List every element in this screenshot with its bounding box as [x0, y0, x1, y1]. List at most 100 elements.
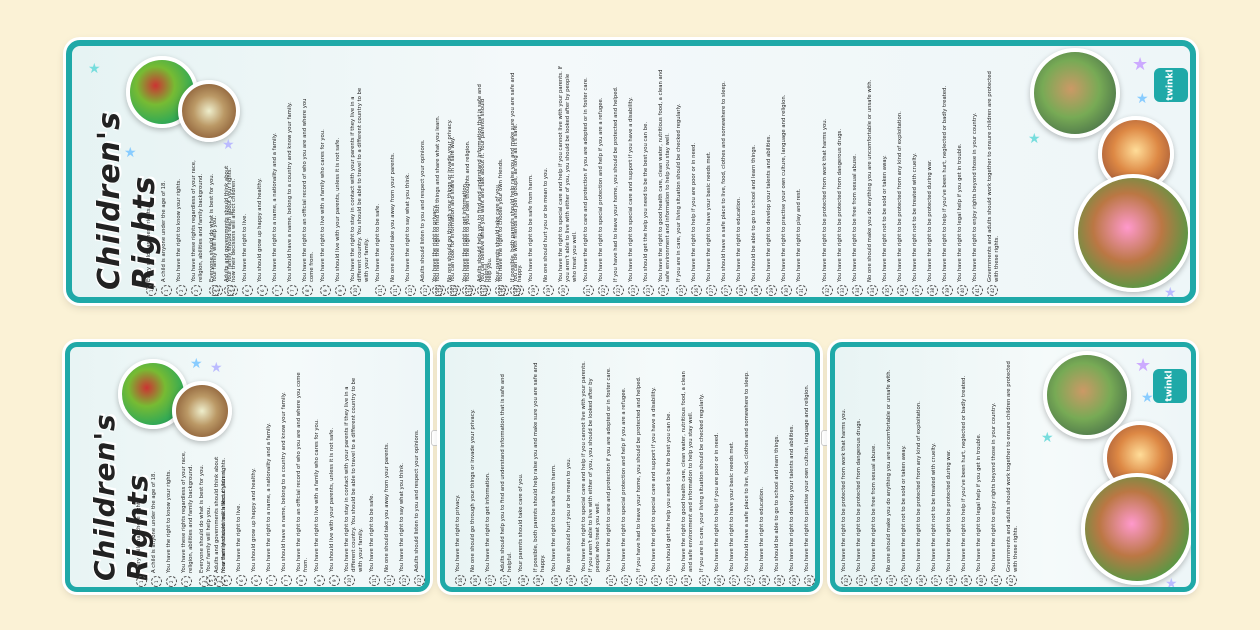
rights-column-4: 32 You have the right to be protected fro…: [841, 361, 1024, 586]
list-item: 17 You have the right to get information.: [462, 66, 473, 296]
list-item: 22 You have the right to special protecti…: [621, 361, 632, 586]
list-item: 5 Your family should teach about your rig…: [227, 86, 238, 296]
list-item: 8 You have the right to an official recor…: [302, 86, 316, 296]
star-icon: ★: [1135, 355, 1152, 376]
list-item: 12 You have the right to say what you thi…: [405, 86, 416, 296]
list-item: 34 No one should make you do anything you…: [867, 66, 878, 296]
list-item: 27 You should have a safe place to live, …: [744, 361, 755, 586]
list-item: 17 Adults should help you to find and und…: [500, 361, 514, 586]
list-item: 19 You have the right to be safe from har…: [551, 361, 562, 586]
list-item: 1 Every child has these rights.: [136, 447, 147, 587]
list-item: 35 You have the right not to be sold or t…: [882, 66, 893, 296]
list-item: 2 You have these rights regardless of you…: [191, 156, 205, 296]
list-item: 19 You have the right to be safe from har…: [528, 66, 539, 296]
list-item: 23 You have the right to special care and…: [628, 66, 639, 296]
bottom-panel-1: Children's Rights ★ ★ 1 Every child has t…: [65, 342, 430, 592]
list-item: 26 You have the right to help if you are …: [714, 361, 725, 586]
list-item: 11 No one should take you away from your …: [390, 86, 401, 296]
list-item: 36 You have the right to be protected fro…: [897, 66, 908, 296]
top-banner: Children's Rights ★ ★ ★ 1 Every child has…: [66, 40, 1196, 303]
list-item: 9 You have the right to live with a famil…: [314, 371, 325, 586]
list-item: 5 Your family will help you.: [206, 371, 217, 586]
star-icon: ★: [1141, 390, 1154, 406]
rights-column-3: 16 You have the right to privacy. 16 No on…: [455, 361, 820, 586]
photo-children-group: [1081, 473, 1191, 585]
list-item: 20 You have the right to special care and…: [581, 361, 602, 586]
bottom-panel-3: 32 You have the right to be protected fro…: [830, 342, 1196, 592]
photo-children-reading: [1030, 48, 1120, 138]
list-item: 26 You have the right to help if you are …: [691, 66, 702, 296]
star-icon: ★: [88, 61, 101, 77]
list-item: 6 You have the right to live.: [236, 371, 247, 586]
list-item: 40 You have the right to legal help if yo…: [976, 361, 987, 586]
list-item: 37 You have the right not to be treated w…: [912, 66, 923, 296]
photo-children-group: [1074, 174, 1190, 292]
list-item: 34 You have the right to be free from sex…: [852, 66, 863, 296]
list-item: 34 You have the right to be free from sex…: [871, 361, 882, 586]
list-item: 12 You have the right to say what you thi…: [399, 371, 410, 586]
list-item: 16 You have the right to privacy.: [455, 361, 466, 586]
list-item: 30 You have the right to practise your ow…: [804, 361, 815, 586]
star-icon: ★: [1041, 430, 1054, 446]
rights-column-3: 16 You have the right to privacy. 16 No on…: [432, 66, 811, 296]
list-item: 32 You have the right to be protected fro…: [841, 361, 852, 586]
list-item: 34 No one should make you do anything you…: [886, 361, 897, 586]
list-item: 38 You have the right to be protected dur…: [946, 361, 957, 586]
list-item: 16 No one should go through your things o…: [470, 361, 481, 586]
list-item: 9 You should live with your parents, unle…: [335, 86, 346, 296]
list-item: 17 You have the right to get information.: [485, 361, 496, 586]
list-item: 39 You have the right to help if you've b…: [942, 66, 953, 296]
rights-column-2: 5 Your family will help you. 5 Your family…: [206, 371, 430, 586]
list-item: 10 You have the right to stay in contact …: [344, 371, 365, 586]
list-item: 42 Governments and adults should work tog…: [1006, 361, 1020, 586]
list-item: 16 No one should go through your things o…: [447, 66, 458, 296]
star-icon: ★: [1164, 285, 1177, 301]
list-item: 23 You should get the help you need to be…: [643, 66, 654, 296]
list-item: 41 You have the right to enjoy rights bey…: [991, 361, 1002, 586]
list-item: 11 You have the right to be safe.: [369, 371, 380, 586]
list-item: 27 You have the right to have your basic …: [706, 66, 717, 296]
list-item: 16 You have the right to privacy.: [432, 66, 443, 296]
star-icon: ★: [1132, 54, 1149, 75]
join-tab: [431, 430, 439, 446]
list-item: 27 You have the right to have your basic …: [729, 361, 740, 586]
photo-child-outdoors: [178, 80, 240, 142]
bottom-panel-2: 16 You have the right to privacy. 16 No on…: [440, 342, 820, 592]
list-item: 9 You have the right to live with a famil…: [320, 86, 331, 296]
list-item: 6 You should grow up happy and healthy.: [251, 371, 262, 586]
join-tab: [821, 430, 829, 446]
twinkl-logo: twinkl: [1154, 68, 1188, 102]
list-item: 27 You should have a safe place to live, …: [721, 66, 732, 296]
photo-children-reading: [1043, 351, 1131, 439]
star-icon: ★: [210, 360, 223, 376]
list-item: 38 You have the right to be protected dur…: [927, 66, 938, 296]
star-icon: ★: [222, 137, 235, 153]
list-item: 11 You have the right to be safe.: [375, 86, 386, 296]
list-item: 23 You should get the help you need to be…: [666, 361, 677, 586]
list-item: 22 You have the right to special protecti…: [598, 66, 609, 296]
list-item: 18 Your parents should take care of you.: [495, 66, 506, 296]
star-icon: ★: [1165, 576, 1178, 592]
list-item: 10 You have the right to stay in contact …: [350, 86, 371, 296]
list-item: 41 You have the right to enjoy rights bey…: [972, 66, 983, 296]
list-item: 11 No one should take you away from your …: [384, 371, 395, 586]
list-item: 23 You have the right to special care and…: [651, 361, 662, 586]
star-icon: ★: [124, 145, 137, 161]
list-item: 19 No one should hurt you or be mean to y…: [543, 66, 554, 296]
list-item: 28 You have the right to education.: [759, 361, 770, 586]
list-item: 37 You have the right not to be treated w…: [931, 361, 942, 586]
rights-column-4: 32 You have the right to be protected fro…: [822, 66, 1005, 296]
list-item: 32 You have the right to be protected fro…: [822, 66, 833, 296]
star-icon: ★: [190, 356, 203, 372]
list-item: 5 Your family will help you.: [212, 86, 223, 296]
list-item: 12 Adults should listen to you and respec…: [420, 86, 431, 296]
list-item: 29 You have the right to develop your tal…: [766, 66, 777, 296]
list-item: 6 You should grow up happy and healthy.: [257, 86, 268, 296]
list-item: 24 You have the right to good health care…: [658, 66, 672, 296]
list-item: 20 You have the right to special care and…: [558, 66, 579, 296]
list-item: 39 You have the right to help if you've b…: [961, 361, 972, 586]
list-item: 1 Every child has these rights.: [146, 156, 157, 296]
